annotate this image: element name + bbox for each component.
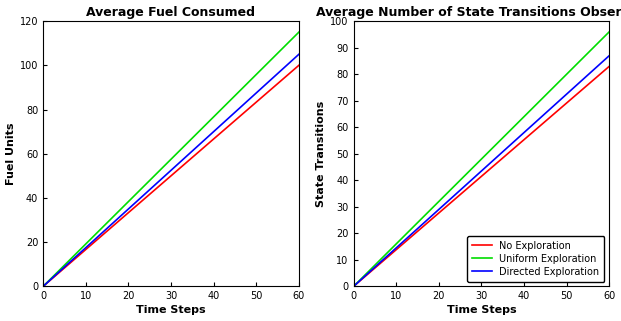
Uniform Exploration — [178, 147, 185, 151]
No Exploration — [560, 104, 567, 108]
Uniform Exploration — [39, 284, 47, 288]
Directed Exploration — [249, 94, 256, 98]
Directed Exploration — [560, 95, 567, 99]
No Exploration — [605, 64, 613, 68]
Directed Exploration — [289, 58, 296, 62]
Uniform Exploration — [162, 162, 170, 166]
Uniform Exploration — [295, 30, 302, 34]
Line: Uniform Exploration: Uniform Exploration — [43, 32, 299, 286]
Directed Exploration — [488, 160, 496, 163]
Line: Directed Exploration: Directed Exploration — [353, 56, 609, 286]
No Exploration — [502, 153, 509, 157]
Line: Directed Exploration: Directed Exploration — [43, 54, 299, 286]
Directed Exploration — [39, 284, 47, 288]
Directed Exploration — [295, 52, 302, 56]
Line: Uniform Exploration: Uniform Exploration — [353, 32, 609, 286]
Uniform Exploration — [560, 76, 567, 80]
No Exploration — [192, 153, 199, 157]
Uniform Exploration — [605, 30, 613, 34]
No Exploration — [249, 103, 256, 107]
Directed Exploration — [192, 146, 199, 150]
No Exploration — [350, 284, 357, 288]
Legend: No Exploration, Uniform Exploration, Directed Exploration: No Exploration, Uniform Exploration, Dir… — [468, 236, 604, 282]
Uniform Exploration — [473, 162, 480, 166]
Uniform Exploration — [249, 76, 256, 80]
X-axis label: Time Steps: Time Steps — [446, 306, 516, 316]
Directed Exploration — [162, 173, 170, 177]
Uniform Exploration — [488, 147, 496, 151]
No Exploration — [161, 179, 168, 183]
Uniform Exploration — [289, 36, 296, 40]
Directed Exploration — [161, 174, 168, 178]
Title: Average Number of State Transitions Observed: Average Number of State Transitions Obse… — [316, 5, 621, 19]
Directed Exploration — [473, 173, 480, 177]
No Exploration — [471, 180, 479, 184]
Uniform Exploration — [192, 133, 199, 137]
Uniform Exploration — [350, 284, 357, 288]
No Exploration — [488, 165, 496, 169]
Y-axis label: State Transitions: State Transitions — [316, 101, 326, 207]
Directed Exploration — [471, 175, 479, 179]
Uniform Exploration — [502, 133, 509, 137]
Title: Average Fuel Consumed: Average Fuel Consumed — [86, 5, 255, 19]
Directed Exploration — [178, 159, 185, 163]
No Exploration — [162, 178, 170, 182]
No Exploration — [39, 284, 47, 288]
Directed Exploration — [350, 284, 357, 288]
No Exploration — [473, 178, 480, 182]
Directed Exploration — [502, 147, 509, 151]
Uniform Exploration — [161, 164, 168, 168]
No Exploration — [178, 165, 185, 169]
No Exploration — [295, 63, 302, 67]
Line: No Exploration: No Exploration — [43, 65, 299, 286]
Y-axis label: Fuel Units: Fuel Units — [6, 123, 16, 185]
No Exploration — [599, 70, 607, 74]
Uniform Exploration — [599, 36, 607, 40]
No Exploration — [289, 69, 296, 73]
X-axis label: Time Steps: Time Steps — [136, 306, 206, 316]
Uniform Exploration — [471, 163, 479, 167]
Directed Exploration — [605, 54, 613, 57]
Directed Exploration — [599, 59, 607, 63]
Line: No Exploration: No Exploration — [353, 66, 609, 286]
